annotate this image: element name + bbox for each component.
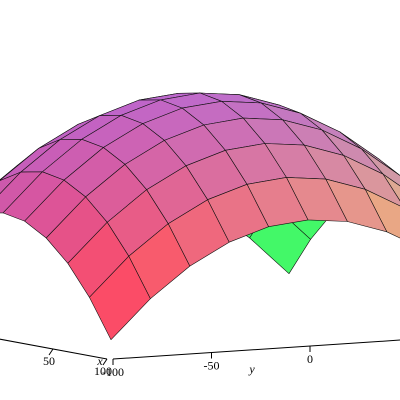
y-tick-label: -50 [204, 358, 220, 372]
surface-patch [89, 255, 151, 341]
y-tick-label: -100 [102, 365, 124, 379]
surface [0, 92, 400, 341]
y-tick-label: 0 [307, 352, 313, 366]
x-axis-label: x [96, 354, 103, 368]
axes: -100-50050100-100-50050100-10000-20000-3… [0, 338, 400, 379]
x-tick-label: 100 [94, 364, 112, 378]
x-axis-line [0, 338, 108, 360]
x-tick [48, 348, 54, 356]
x-tick-label: 50 [43, 354, 55, 368]
y-axis-label: y [248, 362, 255, 376]
x-tick [102, 358, 108, 366]
